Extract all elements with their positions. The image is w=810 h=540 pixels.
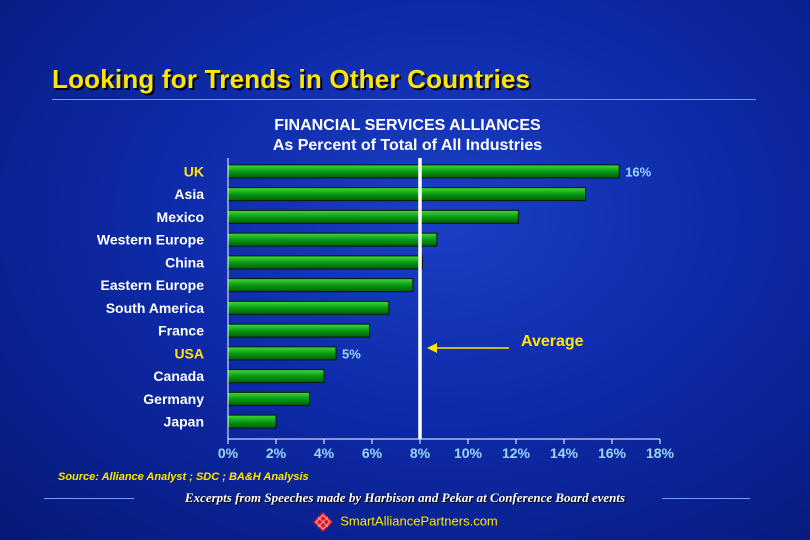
x-tick-label: 0% — [218, 445, 239, 461]
x-tick-label: 6% — [362, 445, 383, 461]
category-label: South America — [106, 300, 204, 316]
bar-china — [227, 255, 423, 270]
bar-mexico — [227, 209, 519, 224]
data-label: 5% — [342, 346, 361, 361]
category-label: Mexico — [157, 209, 204, 225]
category-label: Japan — [164, 414, 204, 430]
bar-usa — [227, 346, 337, 361]
bar-uk — [227, 164, 620, 179]
chart-title: FINANCIAL SERVICES ALLIANCES — [274, 117, 541, 134]
data-label: 16% — [625, 164, 651, 179]
category-label: Eastern Europe — [101, 277, 205, 293]
website-text[interactable]: SmartAlliancePartners.com — [340, 513, 498, 529]
footer-divider-right — [662, 498, 750, 499]
bar-france — [227, 323, 371, 338]
diamond-logo-icon — [313, 512, 334, 532]
x-tick-label: 12% — [502, 445, 531, 461]
category-label: Asia — [174, 186, 204, 202]
chart-subtitle: As Percent of Total of All Industries — [272, 137, 543, 154]
x-tick-label: 18% — [646, 445, 675, 461]
bar-japan — [227, 414, 277, 429]
category-label: Western Europe — [97, 232, 204, 248]
x-tick-label: 2% — [266, 445, 287, 461]
bar-western-europe — [227, 232, 438, 247]
footer-divider-left — [44, 498, 134, 499]
category-label: UK — [184, 163, 204, 179]
chart-title-block: FINANCIAL SERVICES ALLIANCES As Percent … — [0, 116, 810, 156]
average-label: Average — [521, 333, 584, 350]
bar-eastern-europe — [227, 278, 414, 293]
x-tick-label: 14% — [550, 445, 579, 461]
x-tick-label: 10% — [454, 445, 483, 461]
bar-asia — [227, 187, 587, 202]
category-label: USA — [174, 345, 204, 361]
slide-title: Looking for Trends in Other Countries — [52, 64, 531, 94]
bar-canada — [227, 369, 325, 384]
footer-caption: Excerpts from Speeches made by Harbison … — [184, 490, 626, 505]
x-tick-label: 16% — [598, 445, 627, 461]
source-note: Source: Alliance Analyst ; SDC ; BA&H An… — [58, 471, 309, 483]
average-arrow-head — [427, 343, 437, 353]
x-tick-label: 8% — [410, 445, 431, 461]
x-tick-label: 4% — [314, 445, 335, 461]
category-label: Canada — [153, 368, 204, 384]
category-label: Germany — [143, 391, 204, 407]
category-label: France — [158, 323, 204, 339]
bar-germany — [227, 391, 311, 406]
footer-brand: SmartAlliancePartners.com — [0, 511, 810, 533]
category-label: China — [165, 254, 204, 270]
title-divider — [52, 99, 756, 100]
bar-south-america — [227, 300, 390, 315]
